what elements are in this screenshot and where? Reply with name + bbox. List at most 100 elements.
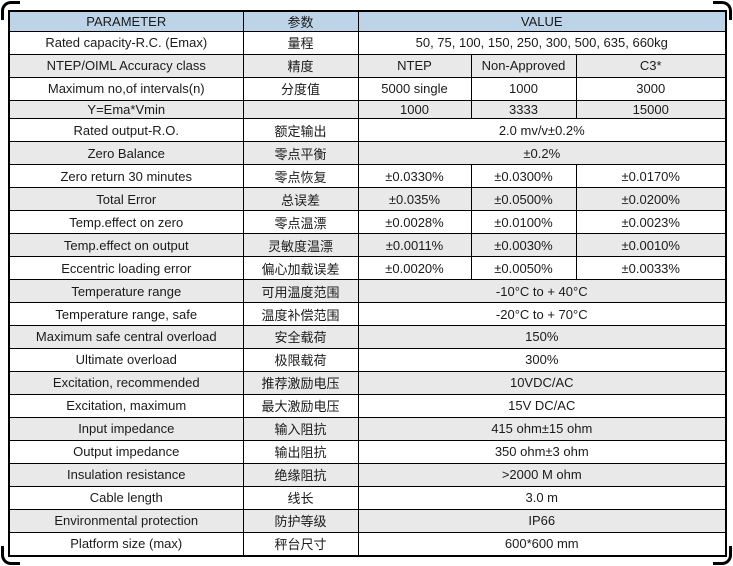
parameter-cell: Insulation resistance <box>8 462 244 487</box>
cn-label-cell: 温度补偿范围 <box>242 302 359 326</box>
value-cell: ±0.0200% <box>575 187 727 212</box>
value-cell: ±0.0030% <box>470 233 577 258</box>
value-cell: ±0.0020% <box>357 256 472 281</box>
cn-label-cell: 零点恢复 <box>242 164 359 189</box>
parameter-cell: Temp.effect on zero <box>8 210 244 235</box>
cn-label-cell: 安全载荷 <box>242 325 359 349</box>
parameter-cell: Zero Balance <box>8 141 244 166</box>
value-cell: ±0.0033% <box>575 256 727 281</box>
parameter-cell: Output impedance <box>8 439 244 464</box>
cn-label-cell: 输入阻抗 <box>242 416 359 441</box>
cn-label-cell: 可用温度范围 <box>242 279 359 304</box>
value-cell: 3000 <box>575 76 727 101</box>
table-row: Temp.effect on output 灵敏度温漂 ±0.0011% ±0.003… <box>8 233 727 258</box>
table-row: Temp.effect on zero 零点温漂 ±0.0028% ±0.0100% ±… <box>8 210 727 235</box>
cn-label-cell: 灵敏度温漂 <box>242 233 359 258</box>
table-row: Rated output-R.O. 额定输出 2.0 mv/v±0.2% <box>8 118 727 143</box>
parameter-cell: Maximum no,of intervals(n) <box>8 76 244 101</box>
value-cell: 1000 <box>357 99 472 120</box>
value-cell: 300% <box>357 347 727 372</box>
cn-label-cell: 绝缘阻抗 <box>242 462 359 487</box>
value-cell: 415 ohm±15 ohm <box>357 416 727 441</box>
value-cell: ±0.0330% <box>357 164 472 189</box>
cn-label-cell: 线长 <box>242 485 359 510</box>
value-cell: 1000 <box>470 76 577 101</box>
parameter-cell: Total Error <box>8 187 244 212</box>
cn-label-cell <box>242 99 359 120</box>
table-row: Excitation, recommended 推荐激励电压 10VDC/AC <box>8 370 727 395</box>
cn-label-cell: 秤台尺寸 <box>242 531 359 557</box>
header-value: VALUE <box>357 10 727 32</box>
cn-label-cell: 最大激励电压 <box>242 393 359 418</box>
parameter-cell: Eccentric loading error <box>8 256 244 281</box>
value-cell: 3.0 m <box>357 485 727 510</box>
parameter-cell: Temperature range, safe <box>8 302 244 326</box>
value-cell: Non-Approved <box>470 53 577 78</box>
value-cell: ±0.0050% <box>470 256 577 281</box>
cn-label-cell: 零点温漂 <box>242 210 359 235</box>
table-row: Input impedance 输入阻抗 415 ohm±15 ohm <box>8 416 727 441</box>
value-cell: >2000 M ohm <box>357 462 727 487</box>
table-row: Cable length 线长 3.0 m <box>8 485 727 510</box>
frame-corner-top-right <box>713 1 732 20</box>
table-row: Temperature range, safe 温度补偿范围 -20°C to + … <box>8 302 727 326</box>
frame-corner-bottom-right <box>713 546 732 565</box>
value-cell: 350 ohm±3 ohm <box>357 439 727 464</box>
value-cell: ±0.0300% <box>470 164 577 189</box>
table-row: Eccentric loading error 偏心加载误差 ±0.0020% ±0.… <box>8 256 727 281</box>
value-cell: 10VDC/AC <box>357 370 727 395</box>
table-row: NTEP/OIML Accuracy class 精度 NTEP Non-Approv… <box>8 53 727 78</box>
parameter-cell: Cable length <box>8 485 244 510</box>
cn-label-cell: 偏心加载误差 <box>242 256 359 281</box>
table-row: Environmental protection 防护等级 IP66 <box>8 508 727 533</box>
table-row: Output impedance 输出阻抗 350 ohm±3 ohm <box>8 439 727 464</box>
table-row: Rated capacity-R.C. (Emax) 量程 50, 75, 100,… <box>8 31 727 55</box>
value-cell: ±0.035% <box>357 187 472 212</box>
cn-label-cell: 量程 <box>242 31 359 55</box>
table-row: Maximum safe central overload 安全载荷 150% <box>8 325 727 349</box>
value-cell: ±0.0028% <box>357 210 472 235</box>
value-cell: 2.0 mv/v±0.2% <box>357 118 727 143</box>
value-cell: C3* <box>575 53 727 78</box>
value-cell: ±0.0011% <box>357 233 472 258</box>
parameter-cell: Rated capacity-R.C. (Emax) <box>8 31 244 55</box>
table-row: Insulation resistance 绝缘阻抗 >2000 M ohm <box>8 462 727 487</box>
value-cell: ±0.0010% <box>575 233 727 258</box>
parameter-cell: Platform size (max) <box>8 531 244 557</box>
cn-label-cell: 输出阻抗 <box>242 439 359 464</box>
value-cell: ±0.0170% <box>575 164 727 189</box>
parameter-cell: Environmental protection <box>8 508 244 533</box>
cn-label-cell: 额定输出 <box>242 118 359 143</box>
spec-table-body: Rated capacity-R.C. (Emax) 量程 50, 75, 100,… <box>8 31 727 557</box>
parameter-cell: Temp.effect on output <box>8 233 244 258</box>
parameter-cell: Excitation, recommended <box>8 370 244 395</box>
value-cell: 600*600 mm <box>357 531 727 557</box>
table-row: Temperature range 可用温度范围 -10°C to + 40°C <box>8 279 727 304</box>
parameter-cell: Y=Ema*Vmin <box>8 99 244 120</box>
parameter-cell: Maximum safe central overload <box>8 325 244 349</box>
value-cell: IP66 <box>357 508 727 533</box>
value-cell: ±0.0500% <box>470 187 577 212</box>
value-cell: 15000 <box>575 99 727 120</box>
cn-label-cell: 防护等级 <box>242 508 359 533</box>
parameter-cell: NTEP/OIML Accuracy class <box>8 53 244 78</box>
parameter-cell: Input impedance <box>8 416 244 441</box>
value-cell: ±0.2% <box>357 141 727 166</box>
table-row: Platform size (max) 秤台尺寸 600*600 mm <box>8 531 727 557</box>
value-cell: 150% <box>357 325 727 349</box>
cn-label-cell: 分度值 <box>242 76 359 101</box>
value-cell: ±0.0023% <box>575 210 727 235</box>
table-row: Maximum no,of intervals(n) 分度值 5000 single… <box>8 76 727 101</box>
cn-label-cell: 极限载荷 <box>242 347 359 372</box>
table-row: Zero return 30 minutes 零点恢复 ±0.0330% ±0.030… <box>8 164 727 189</box>
table-row: Zero Balance 零点平衡 ±0.2% <box>8 141 727 166</box>
cn-label-cell: 零点平衡 <box>242 141 359 166</box>
parameter-cell: Excitation, maximum <box>8 393 244 418</box>
parameter-cell: Ultimate overload <box>8 347 244 372</box>
table-row: Y=Ema*Vmin 1000 3333 15000 <box>8 99 727 120</box>
value-cell: NTEP <box>357 53 472 78</box>
cn-label-cell: 总误差 <box>242 187 359 212</box>
table-row: Ultimate overload 极限载荷 300% <box>8 347 727 372</box>
frame-corner-top-left <box>1 1 20 20</box>
